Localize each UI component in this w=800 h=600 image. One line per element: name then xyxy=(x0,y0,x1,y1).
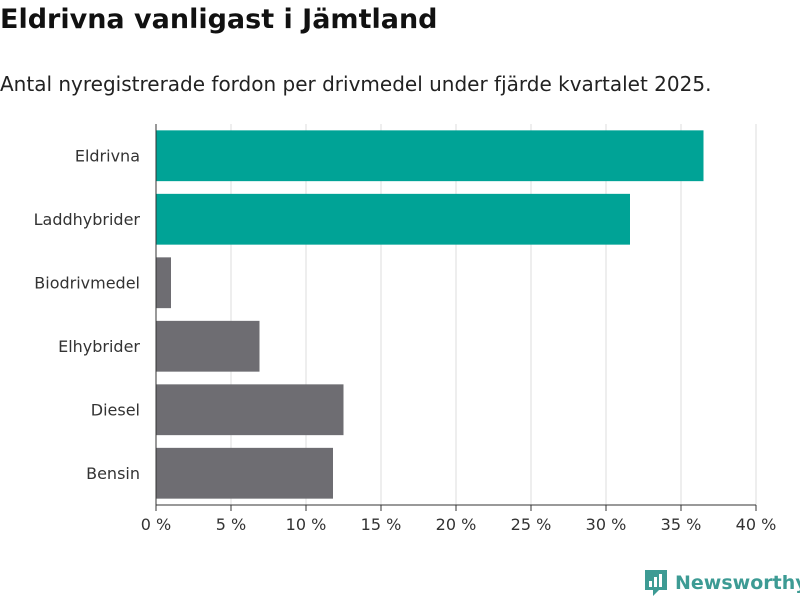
bar-2 xyxy=(156,257,171,309)
brand-logo: Newsworthy xyxy=(643,568,800,598)
x-tick-label-6: 30 % xyxy=(586,515,627,534)
x-tick-label-5: 25 % xyxy=(511,515,552,534)
x-tick-label-4: 20 % xyxy=(436,515,477,534)
brand-name: Newsworthy xyxy=(675,572,800,594)
bar-3 xyxy=(156,320,260,372)
bar-0 xyxy=(156,130,704,182)
x-tick-label-1: 5 % xyxy=(216,515,246,534)
x-tick-label-0: 0 % xyxy=(141,515,171,534)
chart-subtitle: Antal nyregistrerade fordon per drivmede… xyxy=(0,72,712,96)
chart-title: Eldrivna vanligast i Jämtland xyxy=(0,4,438,35)
bar-1 xyxy=(156,193,630,245)
category-label-0: Eldrivna xyxy=(75,146,140,165)
x-tick-label-8: 40 % xyxy=(736,515,777,534)
x-tick-label-7: 35 % xyxy=(661,515,702,534)
newsworthy-logo-icon xyxy=(645,570,667,596)
category-label-4: Diesel xyxy=(91,400,140,419)
x-tick-label-2: 10 % xyxy=(286,515,327,534)
category-label-2: Biodrivmedel xyxy=(34,273,140,292)
category-label-5: Bensin xyxy=(86,464,140,483)
category-label-3: Elhybrider xyxy=(58,337,140,356)
bar-4 xyxy=(156,384,344,436)
bar-5 xyxy=(156,447,333,499)
category-label-1: Laddhybrider xyxy=(34,210,141,229)
x-tick-label-3: 15 % xyxy=(361,515,402,534)
